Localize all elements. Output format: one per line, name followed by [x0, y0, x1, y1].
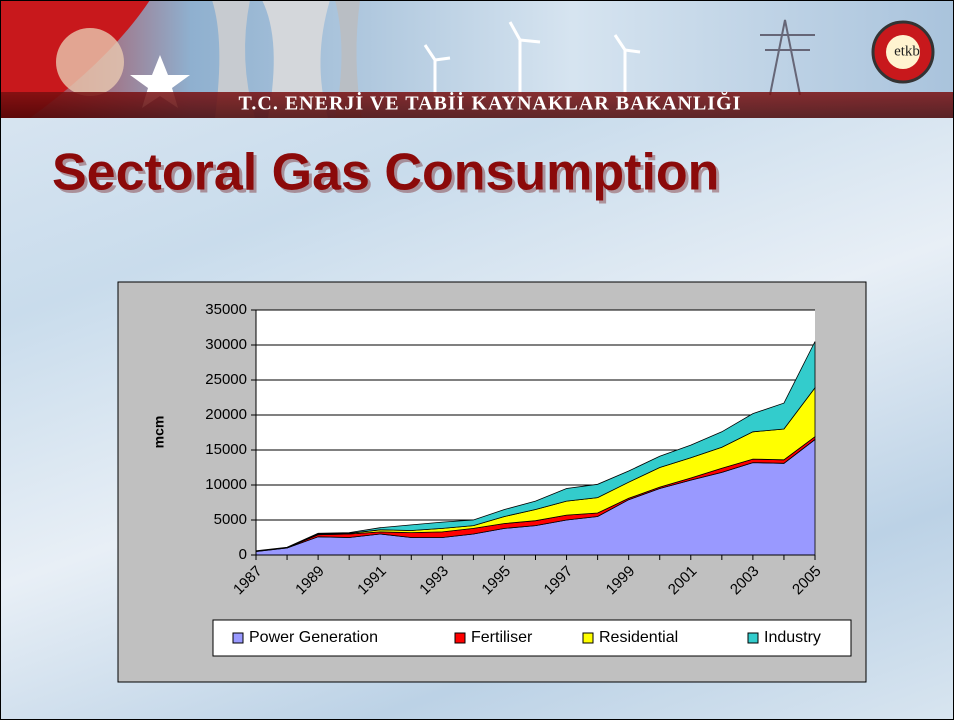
y-tick-label: 5000 [214, 511, 247, 528]
legend-swatch [455, 633, 465, 643]
y-tick-label: 20000 [205, 406, 247, 423]
legend-label: Residential [599, 629, 678, 646]
slide-canvas: T.C. ENERJİ VE TABİİ KAYNAKLAR BAKANLIĞI… [0, 0, 954, 720]
y-tick-label: 10000 [205, 476, 247, 493]
slide-title: Sectoral Gas Consumption [52, 144, 719, 202]
portrait [56, 28, 124, 96]
slide: T.C. ENERJİ VE TABİİ KAYNAKLAR BAKANLIĞI… [0, 0, 954, 720]
legend-swatch [233, 633, 243, 643]
y-tick-label: 30000 [205, 336, 247, 353]
y-tick-label: 35000 [205, 301, 247, 318]
banner-title: T.C. ENERJİ VE TABİİ KAYNAKLAR BAKANLIĞI [239, 91, 742, 115]
y-axis-label: mcm [151, 416, 167, 449]
legend-label: Industry [764, 629, 821, 646]
legend-label: Power Generation [249, 629, 378, 646]
legend-swatch [583, 633, 593, 643]
y-tick-label: 0 [239, 546, 247, 563]
logo-text: etkb [894, 43, 920, 59]
legend-swatch [748, 633, 758, 643]
legend-label: Fertiliser [471, 629, 533, 646]
y-tick-label: 15000 [205, 441, 247, 458]
y-tick-label: 25000 [205, 371, 247, 388]
